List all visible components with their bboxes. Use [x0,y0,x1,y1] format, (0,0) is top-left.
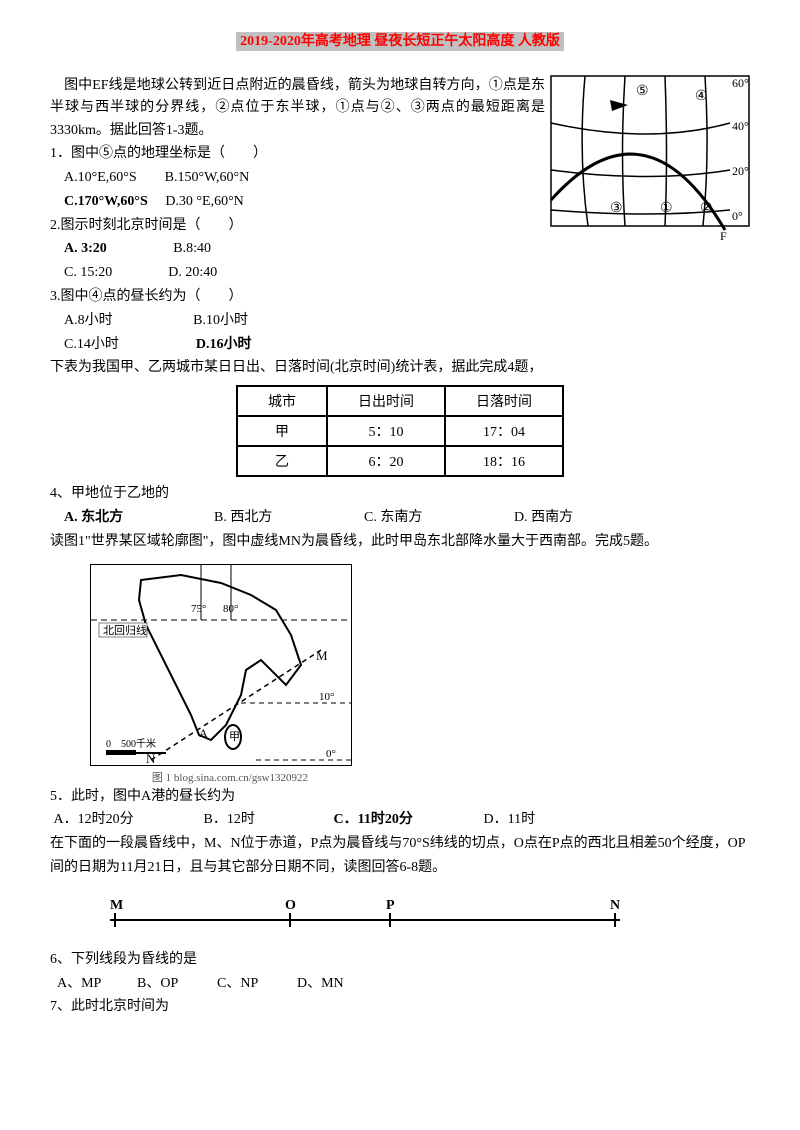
svg-text:0°: 0° [326,748,336,760]
sunrise-sunset-table: 城市 日出时间 日落时间 甲 5：10 17：04 乙 6：20 18：16 [236,385,564,477]
q5-answer: C．11时20分 [334,808,484,832]
q6-intro: 在下面的一段晨昏线中，M、N位于赤道，P点为晨昏线与70°S纬线的切点，O点在P… [50,832,750,880]
map-caption: 图 1 blog.sina.com.cn/gsw1320922 [90,769,370,785]
svg-text:⑤: ⑤ [636,84,649,99]
svg-text:③: ③ [610,201,623,216]
map-india-diagram: 北回归线 75° 80° M N 10° 0° A 甲 0 500千米 [90,564,352,766]
table-row: 甲 5：10 17：04 [237,416,563,446]
svg-text:①: ① [660,201,673,216]
table-intro: 下表为我国甲、乙两城市某日日出、日落时间(北京时间)统计表，据此完成4题， [50,356,750,380]
svg-text:O: O [285,898,296,913]
svg-text:40°: 40° [732,119,749,133]
table-row: 乙 6：20 18：16 [237,446,563,476]
svg-text:A: A [199,726,208,740]
svg-text:P: P [386,898,395,913]
q5-options: A．12时20分B．12时C．11时20分D．11时 [50,808,750,832]
q4-options: A. 东北方B. 西北方C. 东南方D. 西南方 [50,506,750,530]
svg-text:0 500千米: 0 500千米 [106,737,156,750]
svg-text:10°: 10° [319,691,334,703]
q6-options: A、MPB、OPC、NPD、MN [50,972,750,996]
q3-options-2: C.14小时 D.16小时 [50,333,750,357]
lat-60-label: 60° [732,76,749,90]
q4-answer: A. 东北方 [64,506,214,530]
table-header: 日落时间 [445,386,563,416]
table-header: 城市 [237,386,327,416]
svg-text:80°: 80° [223,603,238,615]
q5-intro: 读图1"世界某区域轮廓图"，图中虚线MN为晨昏线，此时甲岛东北部降水量大于西南部… [50,530,750,554]
svg-text:75°: 75° [191,603,206,615]
q3-answer: D.16小时 [196,337,252,352]
svg-text:N: N [610,898,620,913]
title-text: 2019-2020年高考地理 昼夜长短正午太阳高度 人教版 [240,34,560,49]
q4-stem: 4、甲地位于乙地的 [50,482,750,506]
q6-stem: 6、下列线段为昏线的是 [50,948,750,972]
q3-options: A.8小时 B.10小时 [50,309,750,333]
q7-stem: 7、此时北京时间为 [50,995,750,1019]
svg-text:北回归线: 北回归线 [103,623,147,637]
table-header-row: 城市 日出时间 日落时间 [237,386,563,416]
diagram-earth-grid: 60° 40° 20° 0° ⑤ ④ ③ ① ② F [550,75,750,280]
table-header: 日出时间 [327,386,445,416]
svg-text:F: F [720,229,727,243]
q3-stem: 3.图中④点的昼长约为（ ） [50,285,750,309]
svg-text:M: M [110,898,123,913]
q2-answer: A. 3:20 [64,241,107,256]
svg-text:②: ② [700,201,713,216]
svg-text:M: M [316,648,328,663]
svg-text:0°: 0° [732,209,743,223]
svg-text:20°: 20° [732,164,749,178]
page-title: 2019-2020年高考地理 昼夜长短正午太阳高度 人教版 [50,30,750,50]
q1-answer: C.170°W,60°S [64,194,148,209]
svg-text:④: ④ [695,89,708,104]
q5-stem: 5．此时，图中A港的昼长约为 [50,785,750,809]
svg-text:甲: 甲 [229,731,240,743]
line-mopn-diagram: M O P N [90,895,640,940]
